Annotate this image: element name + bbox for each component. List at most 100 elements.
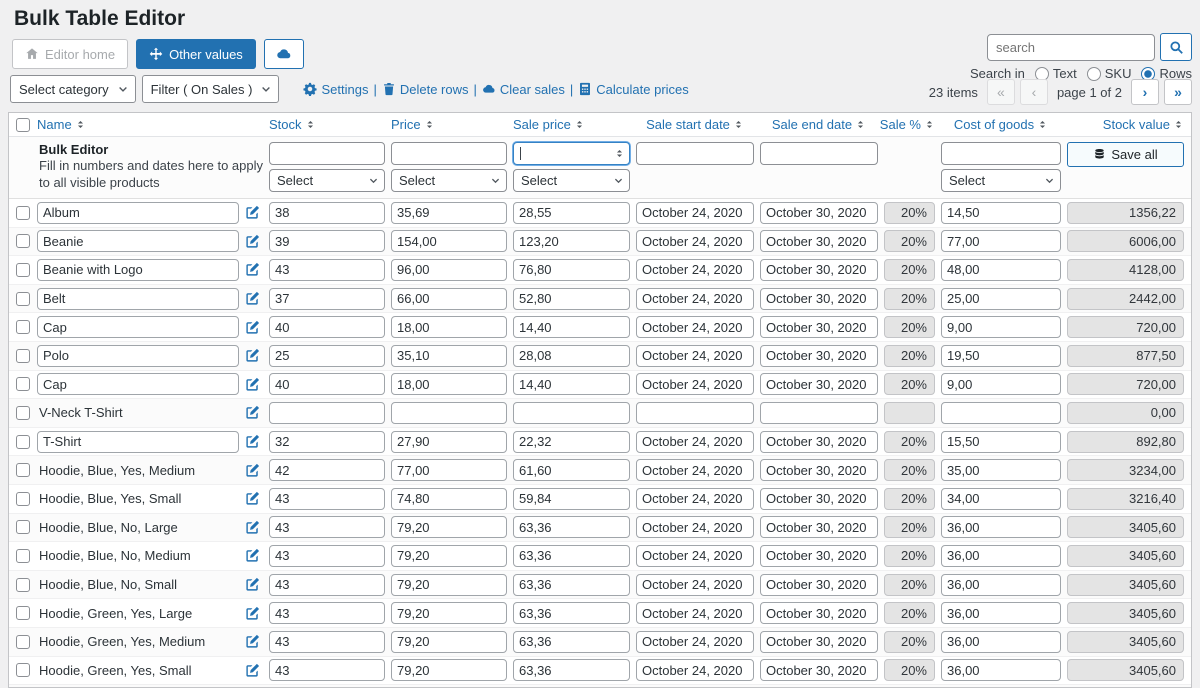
cost-input[interactable] — [941, 516, 1061, 539]
cost-input[interactable] — [941, 344, 1061, 367]
price-input[interactable] — [391, 430, 507, 453]
other-values-button[interactable]: Other values — [136, 39, 256, 69]
column-header-sale-start-date[interactable]: Sale start date — [636, 117, 754, 132]
calculate-prices-link[interactable]: Calculate prices — [578, 82, 689, 97]
product-name-input[interactable] — [37, 344, 239, 367]
sale-start-input[interactable] — [636, 573, 754, 596]
column-header-sale-price[interactable]: Sale price — [513, 117, 630, 132]
edit-icon[interactable] — [245, 463, 260, 478]
cost-input[interactable] — [941, 230, 1061, 253]
sale-price-input[interactable] — [513, 316, 630, 339]
search-in-radio[interactable] — [1141, 66, 1156, 81]
editor-home-button[interactable]: Editor home — [12, 39, 129, 69]
stock-input[interactable] — [269, 573, 385, 596]
bulk-cost-input[interactable] — [941, 142, 1061, 165]
column-header-name[interactable]: Name — [37, 117, 239, 132]
sale-end-input[interactable] — [760, 459, 878, 482]
price-input[interactable] — [391, 316, 507, 339]
stock-input[interactable] — [269, 516, 385, 539]
price-input[interactable] — [391, 401, 507, 424]
column-header-stock[interactable]: Stock — [269, 117, 385, 132]
sale-start-input[interactable] — [636, 373, 754, 396]
row-checkbox[interactable] — [16, 548, 30, 563]
edit-icon[interactable] — [245, 577, 260, 592]
price-input[interactable] — [391, 201, 507, 224]
price-input[interactable] — [391, 459, 507, 482]
stock-input[interactable] — [269, 630, 385, 653]
sale-start-input[interactable] — [636, 201, 754, 224]
search-button[interactable] — [1160, 33, 1192, 61]
sale-price-input[interactable] — [513, 487, 630, 510]
price-input[interactable] — [391, 487, 507, 510]
sale-end-input[interactable] — [760, 516, 878, 539]
sale-start-input[interactable] — [636, 430, 754, 453]
product-name-input[interactable] — [37, 201, 239, 224]
sale-end-input[interactable] — [760, 630, 878, 653]
sale-end-input[interactable] — [760, 230, 878, 253]
sale-price-input[interactable] — [513, 659, 630, 682]
edit-icon[interactable] — [245, 520, 260, 535]
product-name-input[interactable] — [37, 287, 239, 310]
stock-input[interactable] — [269, 201, 385, 224]
stock-input[interactable] — [269, 659, 385, 682]
edit-icon[interactable] — [245, 434, 260, 449]
sale-price-input[interactable] — [513, 430, 630, 453]
stock-input[interactable] — [269, 287, 385, 310]
sale-end-input[interactable] — [760, 602, 878, 625]
select-all-checkbox[interactable] — [16, 117, 30, 132]
price-input[interactable] — [391, 573, 507, 596]
column-header-sale-percent[interactable]: Sale % — [880, 117, 935, 132]
next-page-button[interactable]: › — [1131, 79, 1159, 105]
column-header-stock-value[interactable]: Stock value — [1067, 117, 1184, 132]
sale-start-input[interactable] — [636, 258, 754, 281]
bulk-price-select[interactable]: Select — [391, 169, 507, 192]
sale-start-input[interactable] — [636, 659, 754, 682]
edit-icon[interactable] — [245, 663, 260, 678]
edit-icon[interactable] — [245, 405, 260, 420]
sale-price-input[interactable] — [513, 287, 630, 310]
row-checkbox[interactable] — [16, 663, 30, 678]
search-in-option-text[interactable]: Text — [1034, 66, 1077, 81]
sale-end-input[interactable] — [760, 316, 878, 339]
sale-price-input[interactable] — [513, 344, 630, 367]
row-checkbox[interactable] — [16, 606, 30, 621]
stock-input[interactable] — [269, 344, 385, 367]
stock-input[interactable] — [269, 258, 385, 281]
sale-price-input[interactable] — [513, 373, 630, 396]
last-page-button[interactable]: » — [1164, 79, 1192, 105]
sale-price-input[interactable] — [513, 602, 630, 625]
sale-start-input[interactable] — [636, 230, 754, 253]
edit-icon[interactable] — [245, 320, 260, 335]
search-in-radio[interactable] — [1086, 66, 1101, 81]
cost-input[interactable] — [941, 659, 1061, 682]
sale-end-input[interactable] — [760, 573, 878, 596]
column-header-price[interactable]: Price — [391, 117, 507, 132]
sale-start-input[interactable] — [636, 316, 754, 339]
row-checkbox[interactable] — [16, 205, 30, 220]
stock-input[interactable] — [269, 401, 385, 424]
sale-start-input[interactable] — [636, 602, 754, 625]
product-name-input[interactable] — [37, 230, 239, 253]
price-input[interactable] — [391, 344, 507, 367]
edit-icon[interactable] — [245, 205, 260, 220]
edit-icon[interactable] — [245, 606, 260, 621]
search-in-option-rows[interactable]: Rows — [1141, 66, 1192, 81]
stock-input[interactable] — [269, 544, 385, 567]
category-select[interactable]: Select category — [10, 75, 136, 103]
edit-icon[interactable] — [245, 548, 260, 563]
edit-icon[interactable] — [245, 491, 260, 506]
cost-input[interactable] — [941, 316, 1061, 339]
stock-input[interactable] — [269, 373, 385, 396]
delete-rows-link[interactable]: Delete rows — [382, 82, 468, 97]
edit-icon[interactable] — [245, 634, 260, 649]
price-input[interactable] — [391, 287, 507, 310]
bulk-price-input[interactable] — [391, 142, 507, 165]
first-page-button[interactable]: « — [986, 79, 1015, 105]
cost-input[interactable] — [941, 630, 1061, 653]
price-input[interactable] — [391, 516, 507, 539]
sale-price-input[interactable] — [513, 459, 630, 482]
price-input[interactable] — [391, 602, 507, 625]
product-name-input[interactable] — [37, 258, 239, 281]
edit-icon[interactable] — [245, 377, 260, 392]
row-checkbox[interactable] — [16, 262, 30, 277]
